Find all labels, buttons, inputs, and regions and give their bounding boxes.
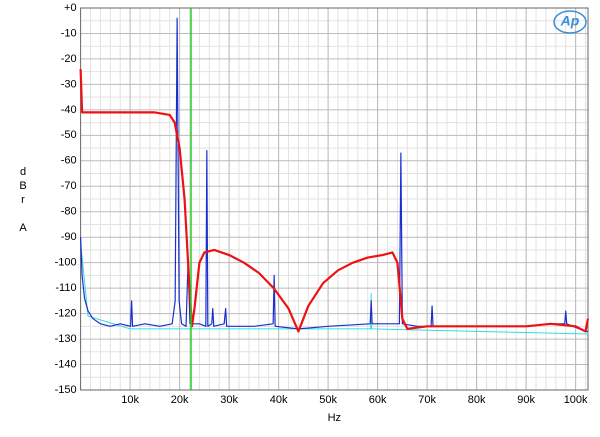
x-tick-label: 60k (369, 394, 387, 406)
plot-frame (80, 7, 589, 391)
y-tick-label: -70 (61, 180, 77, 192)
y-tick-label: -20 (61, 53, 77, 65)
x-tick-label: 30k (220, 394, 238, 406)
x-tick-label: 100k (564, 394, 588, 406)
x-tick-label: 80k (468, 394, 486, 406)
y-tick-label: -10 (61, 27, 77, 39)
y-tick-label: -90 (61, 231, 77, 243)
logo-ring (553, 10, 587, 34)
y-tick-label: -40 (61, 104, 77, 116)
logo: Ap (560, 13, 580, 29)
y-tick-label: +0 (64, 2, 77, 14)
x-tick-label: 50k (319, 394, 337, 406)
series-line (79, 69, 590, 333)
y-tick-label: -30 (61, 78, 77, 90)
series-line (80, 17, 588, 333)
y-tick-label: -120 (55, 308, 77, 320)
y-tick-label: -130 (55, 333, 77, 345)
y-tick-label: -140 (55, 358, 77, 370)
x-tick-label: 10k (121, 394, 139, 406)
y-tick-label: -60 (61, 155, 77, 167)
x-tick-label: 40k (270, 394, 288, 406)
x-axis-label: Hz (328, 412, 341, 424)
y-tick-label: -100 (55, 257, 77, 269)
x-tick-label: 90k (517, 394, 535, 406)
y-tick-label: -150 (55, 384, 77, 396)
y-tick-label: -50 (61, 129, 77, 141)
x-tick-label: 20k (171, 394, 189, 406)
y-tick-label: -110 (55, 282, 76, 294)
x-tick-label: 70k (418, 394, 436, 406)
y-tick-label: -80 (61, 206, 77, 218)
